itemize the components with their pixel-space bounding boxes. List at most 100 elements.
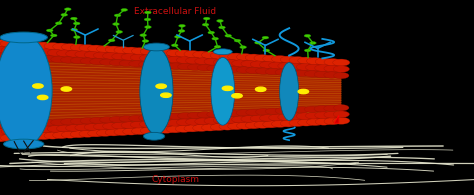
Circle shape [148,114,164,121]
Circle shape [280,56,297,63]
Circle shape [245,122,262,129]
Circle shape [315,58,332,65]
Circle shape [149,120,165,127]
Circle shape [295,107,310,113]
Circle shape [123,47,140,54]
Circle shape [333,59,350,66]
Circle shape [139,121,155,128]
Circle shape [296,64,312,70]
Circle shape [113,23,119,25]
Circle shape [334,105,349,111]
Circle shape [212,37,219,40]
Polygon shape [334,115,339,123]
Circle shape [262,36,269,39]
Circle shape [254,121,271,128]
Circle shape [197,65,212,71]
Circle shape [269,62,285,69]
Circle shape [140,127,157,134]
Circle shape [255,41,261,44]
Circle shape [158,56,174,62]
Circle shape [102,123,119,129]
Circle shape [272,120,289,127]
Circle shape [61,57,76,63]
Circle shape [139,55,155,61]
Circle shape [304,34,311,37]
Circle shape [175,125,192,132]
Circle shape [158,62,173,69]
Circle shape [71,28,77,31]
Circle shape [88,130,105,137]
Circle shape [41,120,56,126]
Circle shape [97,129,114,136]
Circle shape [228,53,245,60]
Circle shape [207,65,222,71]
Circle shape [88,45,105,52]
Circle shape [333,117,350,124]
Circle shape [287,63,303,70]
Circle shape [31,55,46,61]
Circle shape [29,48,45,55]
Circle shape [66,51,82,57]
Circle shape [324,58,341,66]
Circle shape [12,121,27,128]
Circle shape [93,123,109,130]
Circle shape [90,117,105,123]
Circle shape [161,93,171,97]
Circle shape [149,55,165,62]
Circle shape [278,114,294,121]
Circle shape [176,119,192,126]
Circle shape [334,72,349,79]
Circle shape [227,66,242,73]
Circle shape [100,59,115,65]
Circle shape [145,11,151,14]
Circle shape [114,14,121,17]
Circle shape [219,26,225,29]
Circle shape [315,65,331,71]
Circle shape [105,46,122,53]
Circle shape [201,124,219,131]
Circle shape [70,57,86,64]
Circle shape [0,40,9,47]
Circle shape [333,66,349,72]
Circle shape [193,124,210,131]
Circle shape [9,134,26,141]
Circle shape [33,84,43,88]
Circle shape [263,121,280,128]
Circle shape [236,110,251,116]
Circle shape [112,122,128,129]
Circle shape [2,122,18,128]
Circle shape [298,89,309,94]
Circle shape [73,36,80,38]
Circle shape [121,122,137,129]
Circle shape [41,56,56,62]
Circle shape [62,43,79,51]
Circle shape [144,18,151,21]
Circle shape [314,71,329,78]
Circle shape [97,46,114,53]
Circle shape [227,110,242,116]
Circle shape [306,112,322,119]
Circle shape [116,31,122,33]
Circle shape [166,126,183,133]
Ellipse shape [280,63,299,121]
Circle shape [324,118,341,125]
Circle shape [263,55,280,62]
Circle shape [304,106,319,113]
Ellipse shape [0,35,52,146]
Circle shape [174,35,181,38]
Circle shape [56,50,73,57]
Circle shape [61,87,72,91]
Circle shape [44,132,61,139]
Circle shape [12,54,27,60]
Circle shape [131,48,148,55]
Circle shape [219,123,236,130]
Circle shape [278,63,294,69]
Circle shape [156,84,166,88]
Circle shape [0,40,17,47]
Circle shape [222,86,233,90]
Circle shape [207,111,222,117]
Circle shape [71,17,77,20]
Circle shape [184,125,201,132]
Ellipse shape [143,132,165,140]
Circle shape [10,47,27,54]
